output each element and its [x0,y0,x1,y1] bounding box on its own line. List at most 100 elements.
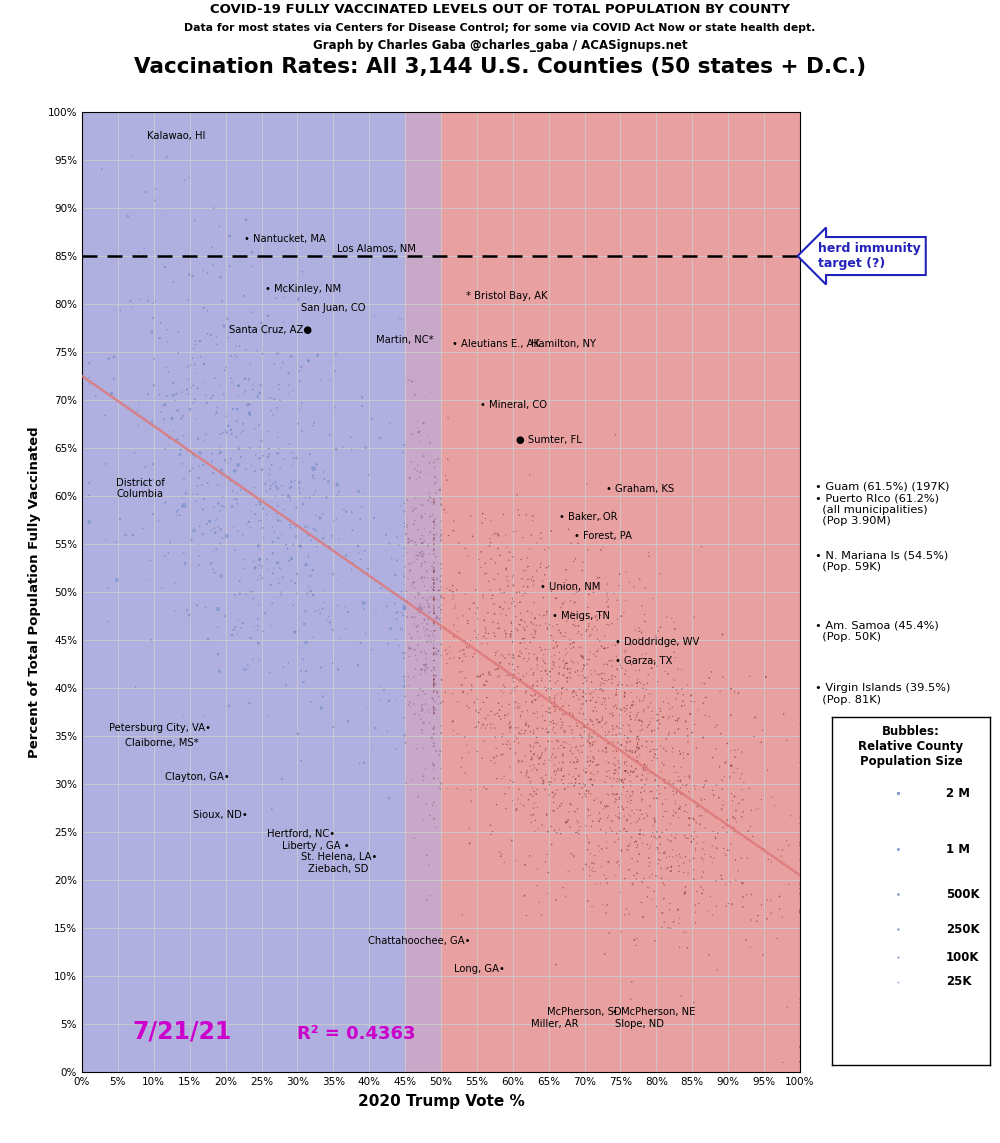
Point [198,425,214,443]
Point [177,554,193,573]
Point [537,679,553,697]
Point [630,727,646,745]
Point [420,535,436,553]
Point [630,677,646,695]
Point [526,629,542,647]
Point [605,785,621,804]
Point [525,629,541,647]
Point [647,772,663,790]
Point [517,716,533,734]
Point [266,390,282,408]
Point [540,679,556,697]
Point [639,757,655,775]
Point [607,749,623,767]
Point [511,583,527,601]
Point [725,818,741,837]
Point [598,904,614,922]
Point [641,685,657,703]
Point [607,833,623,852]
Point [612,725,628,743]
Point [426,582,442,600]
Point [664,609,680,628]
Point [408,660,424,678]
Point [283,519,299,537]
Point [562,717,578,735]
Point [546,788,562,806]
Point [694,848,710,866]
Point [586,766,602,784]
Point [135,475,151,494]
Point [488,523,504,542]
Point [611,673,627,692]
Point [488,644,504,662]
Point [509,678,525,696]
Point [680,829,696,847]
Point [410,423,426,441]
Point [147,191,163,209]
Point [256,529,272,547]
Point [548,687,564,705]
Point [556,658,572,677]
Point [420,537,436,555]
Point [262,389,278,407]
Point [621,905,637,924]
Point [634,737,650,756]
Point [706,849,722,868]
Point [890,973,906,991]
Point [652,828,668,846]
Point [678,713,694,732]
Point [404,629,420,647]
Point [672,845,688,863]
Point [291,479,307,497]
Point [287,623,303,641]
Point [665,840,681,858]
Point [698,688,714,706]
Point [509,583,525,601]
Point [324,527,340,545]
Point [446,649,462,668]
Point [584,775,600,793]
Point [426,622,442,640]
Point [454,676,470,694]
Point [520,791,536,809]
Point [526,593,542,612]
Point [481,573,497,591]
Point [460,639,476,657]
Point [427,515,443,534]
Point [203,554,219,573]
Point [728,871,744,889]
Point [675,776,691,794]
Point [723,742,739,760]
Point [185,446,201,464]
Point [621,861,637,879]
Point [539,845,555,863]
Point [216,498,232,517]
Point [670,660,686,678]
Point [557,738,573,757]
Point [704,837,720,855]
Point [433,601,449,620]
Point [601,807,617,825]
Point [722,768,738,786]
Point [426,601,442,620]
Point [569,624,585,642]
Point [478,630,494,648]
Point [224,626,240,645]
Point [620,837,636,855]
Point [546,629,562,647]
Point [426,632,442,650]
Point [247,559,263,577]
Point [422,433,438,451]
Point [684,832,700,850]
Point [581,727,597,745]
Point [306,459,322,478]
Point [426,529,442,547]
Point [576,722,592,741]
Point [179,601,195,620]
Point [633,622,649,640]
Text: Hamilton, NY: Hamilton, NY [531,339,596,350]
Point [440,450,456,469]
Point [531,893,547,911]
Point [146,376,162,394]
Point [421,856,437,874]
